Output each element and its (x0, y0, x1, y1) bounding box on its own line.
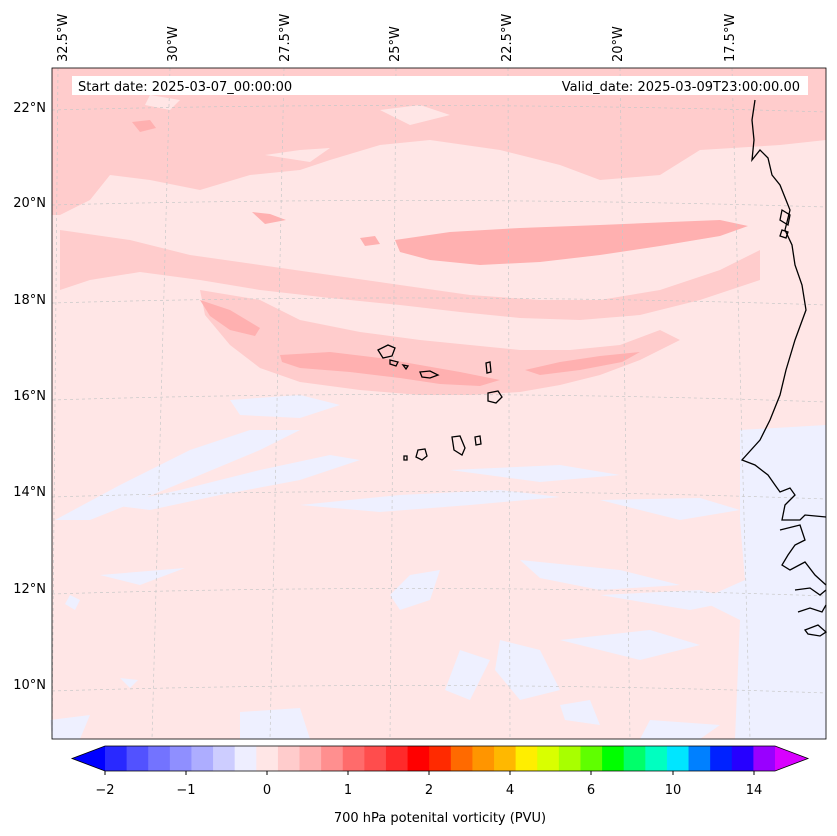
cb-tick-label: 14 (746, 783, 763, 798)
colorbar-segment (191, 746, 214, 771)
colorbar-segment (234, 746, 257, 771)
lat-label: 22°N (13, 101, 46, 116)
cb-tick-label: −2 (95, 783, 114, 798)
colorbar-title: 700 hPa potenital vorticity (PVU) (334, 811, 546, 826)
colorbar-segment (494, 746, 517, 771)
colorbar-segment (105, 746, 128, 771)
coastlines (377, 99, 828, 637)
lon-label: 17.5°W (723, 14, 738, 62)
colorbar-segment (321, 746, 344, 771)
colorbar-segment (277, 746, 301, 771)
colorbar-segment (753, 746, 776, 771)
colorbar-segment (407, 746, 430, 771)
colorbar-segment (342, 746, 365, 771)
colorbar-segment (472, 746, 495, 771)
colorbar-segment (299, 746, 322, 771)
valid-date-label: Valid_date: 2025-03-09T23:00:00.00 (562, 80, 800, 95)
lat-label: 18°N (13, 293, 46, 308)
lon-label: 25°W (388, 26, 403, 62)
colorbar-segment (364, 746, 387, 771)
graticule (51, 67, 827, 740)
info-banner (72, 76, 808, 95)
low-pv-regions (50, 395, 826, 739)
colorbar-segment (256, 746, 279, 771)
lat-label: 14°N (13, 485, 46, 500)
colorbar-segment (710, 746, 733, 771)
map-frame (51, 67, 827, 740)
lon-label: 32.5°W (56, 14, 71, 62)
lon-label: 20°W (611, 26, 626, 62)
colorbar-segment (213, 746, 236, 771)
colorbar-segment (645, 746, 668, 771)
colorbar-segment (537, 746, 560, 771)
colorbar-segment (450, 746, 473, 771)
lat-label: 20°N (13, 196, 46, 211)
colorbar-segment (688, 746, 711, 771)
colorbar-segment (580, 746, 603, 771)
colorbar-extend-max (775, 746, 808, 771)
cb-tick-label: 0 (263, 783, 271, 798)
lat-label: 12°N (13, 582, 46, 597)
high-pv-regions (132, 120, 748, 386)
cb-tick-label: 2 (425, 783, 433, 798)
colorbar-segment (623, 746, 646, 771)
colorbar-segment (666, 746, 690, 771)
colorbar-segment (148, 746, 171, 771)
colorbar-segment (731, 746, 754, 771)
colorbar-segment (602, 746, 625, 771)
lon-label: 22.5°W (500, 14, 515, 62)
colorbar-segment (429, 746, 452, 771)
cb-tick-label: 1 (344, 783, 352, 798)
cb-tick-label: 4 (506, 783, 514, 798)
colorbar (70, 745, 810, 775)
colorbar-segment (126, 746, 149, 771)
latitude-labels: 22°N 20°N 18°N 16°N 14°N 12°N 10°N (13, 101, 46, 693)
lon-label: 27.5°W (278, 14, 293, 62)
colorbar-segment (515, 746, 538, 771)
colorbar-segment (558, 746, 581, 771)
colorbar-ticks: −2 −1 0 1 2 4 6 10 14 (95, 783, 762, 798)
colorbar-segment (385, 746, 409, 771)
colorbar-extend-min (72, 746, 105, 771)
cb-tick-label: −1 (176, 783, 195, 798)
longitude-labels: 32.5°W 30°W 27.5°W 25°W 22.5°W 20°W 17.5… (56, 14, 738, 62)
cb-tick-label: 6 (587, 783, 595, 798)
colorbar-segment (169, 746, 192, 771)
lat-label: 16°N (13, 389, 46, 404)
start-date-label: Start date: 2025-03-07_00:00:00 (78, 80, 292, 95)
lat-label: 10°N (13, 678, 46, 693)
cb-tick-label: 10 (665, 783, 682, 798)
map-panel: Start date: 2025-03-07_00:00:00 Valid_da… (50, 67, 828, 740)
lon-label: 30°W (166, 26, 181, 62)
